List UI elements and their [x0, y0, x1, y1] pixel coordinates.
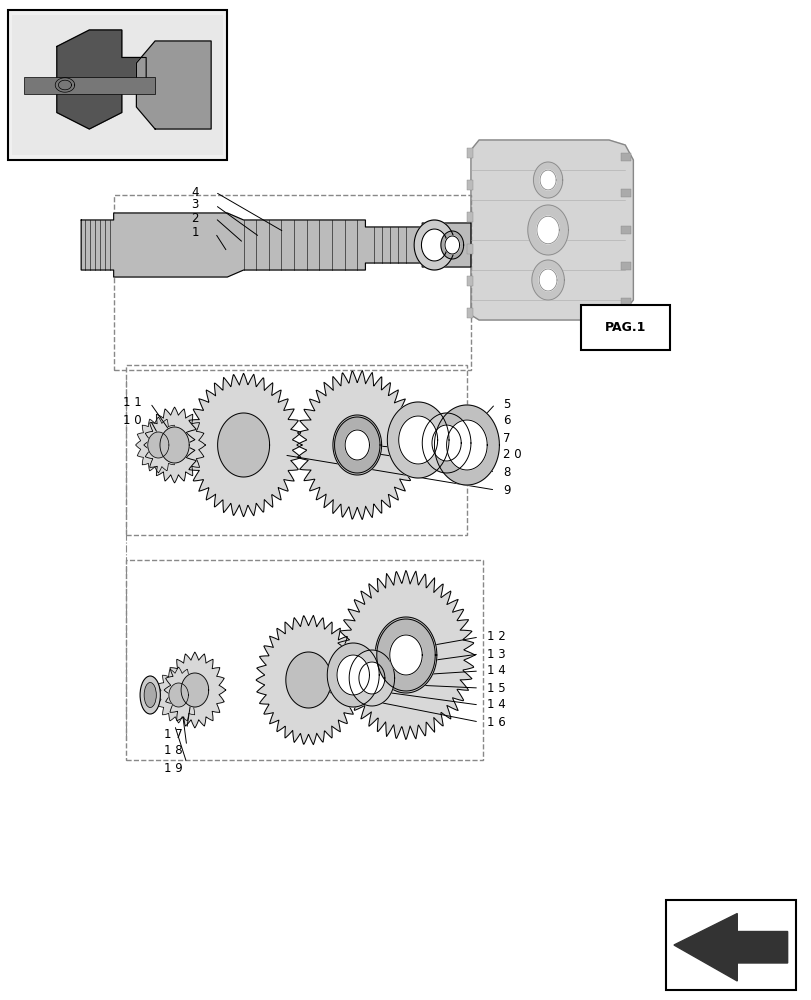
Polygon shape — [144, 407, 205, 483]
Polygon shape — [444, 236, 459, 254]
Polygon shape — [376, 619, 435, 691]
Polygon shape — [285, 652, 331, 708]
Ellipse shape — [144, 682, 156, 708]
Polygon shape — [337, 655, 369, 695]
Polygon shape — [422, 413, 470, 473]
Bar — [466, 276, 473, 286]
Polygon shape — [297, 370, 418, 520]
Text: 2: 2 — [191, 212, 199, 225]
Polygon shape — [389, 635, 422, 675]
Text: 6: 6 — [503, 414, 510, 428]
Polygon shape — [470, 140, 633, 320]
Text: 1 8: 1 8 — [164, 744, 182, 758]
Polygon shape — [358, 662, 384, 694]
Text: 1 7: 1 7 — [164, 728, 182, 740]
Text: 1 4: 1 4 — [487, 664, 505, 678]
Text: 3: 3 — [191, 198, 199, 212]
Bar — [24, 77, 155, 94]
Polygon shape — [421, 229, 447, 261]
Bar — [126, 560, 483, 760]
Bar — [466, 244, 473, 254]
Bar — [114, 195, 470, 370]
Text: 1 0: 1 0 — [123, 414, 142, 426]
Bar — [466, 180, 473, 190]
Polygon shape — [181, 673, 208, 707]
Polygon shape — [217, 413, 269, 477]
Polygon shape — [531, 260, 564, 300]
Polygon shape — [431, 425, 461, 461]
Text: 1 9: 1 9 — [164, 762, 182, 774]
Text: 9: 9 — [503, 484, 510, 496]
Polygon shape — [57, 30, 146, 129]
Polygon shape — [186, 373, 302, 517]
Polygon shape — [136, 41, 211, 129]
Text: 5: 5 — [503, 397, 510, 410]
Polygon shape — [334, 417, 380, 473]
Polygon shape — [539, 170, 556, 190]
Bar — [665, 900, 795, 990]
Polygon shape — [414, 220, 454, 270]
Text: 1 3: 1 3 — [487, 648, 505, 660]
Text: 2 0: 2 0 — [503, 448, 521, 462]
Bar — [466, 212, 473, 222]
Polygon shape — [539, 269, 556, 291]
Polygon shape — [164, 652, 225, 728]
Polygon shape — [673, 914, 787, 981]
Bar — [466, 148, 473, 158]
Polygon shape — [337, 571, 474, 739]
Polygon shape — [527, 205, 568, 255]
Bar — [620, 153, 630, 161]
Bar — [126, 365, 466, 535]
Text: 1 2: 1 2 — [487, 631, 505, 644]
Polygon shape — [434, 405, 499, 485]
Polygon shape — [333, 415, 381, 475]
Polygon shape — [169, 683, 188, 707]
Text: 1: 1 — [191, 227, 199, 239]
Bar — [620, 298, 630, 306]
Text: 4: 4 — [191, 186, 199, 198]
Polygon shape — [387, 402, 448, 478]
Bar — [620, 189, 630, 197]
FancyBboxPatch shape — [580, 305, 669, 350]
Bar — [620, 226, 630, 233]
Polygon shape — [440, 231, 463, 259]
Polygon shape — [135, 417, 181, 473]
Text: PAG.1: PAG.1 — [604, 321, 645, 334]
Polygon shape — [148, 432, 169, 458]
FancyBboxPatch shape — [8, 10, 227, 160]
Bar — [620, 262, 630, 270]
Polygon shape — [375, 617, 436, 693]
Text: 7: 7 — [503, 432, 510, 444]
Polygon shape — [398, 416, 437, 464]
Text: 1 4: 1 4 — [487, 698, 505, 712]
Polygon shape — [156, 667, 201, 723]
Polygon shape — [446, 420, 487, 470]
Polygon shape — [327, 643, 379, 707]
Ellipse shape — [139, 676, 160, 714]
Text: 1 1: 1 1 — [123, 396, 142, 410]
Polygon shape — [345, 430, 369, 460]
Polygon shape — [81, 213, 470, 277]
Polygon shape — [349, 650, 394, 706]
Polygon shape — [160, 427, 189, 463]
Text: 1 6: 1 6 — [487, 716, 505, 728]
Bar — [12, 15, 223, 155]
Bar — [466, 308, 473, 318]
Text: 1 5: 1 5 — [487, 682, 505, 694]
Text: 8: 8 — [503, 466, 510, 479]
Polygon shape — [533, 162, 562, 198]
Polygon shape — [256, 615, 361, 745]
Polygon shape — [536, 216, 559, 244]
